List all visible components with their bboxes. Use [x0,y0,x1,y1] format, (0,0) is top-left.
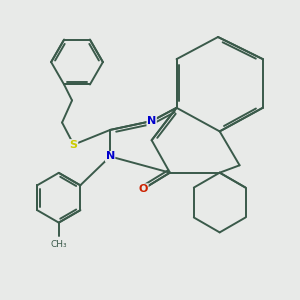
Text: O: O [139,184,148,194]
Text: S: S [70,140,78,150]
Text: N: N [147,116,156,126]
Text: N: N [106,152,115,161]
Text: CH₃: CH₃ [50,240,67,249]
